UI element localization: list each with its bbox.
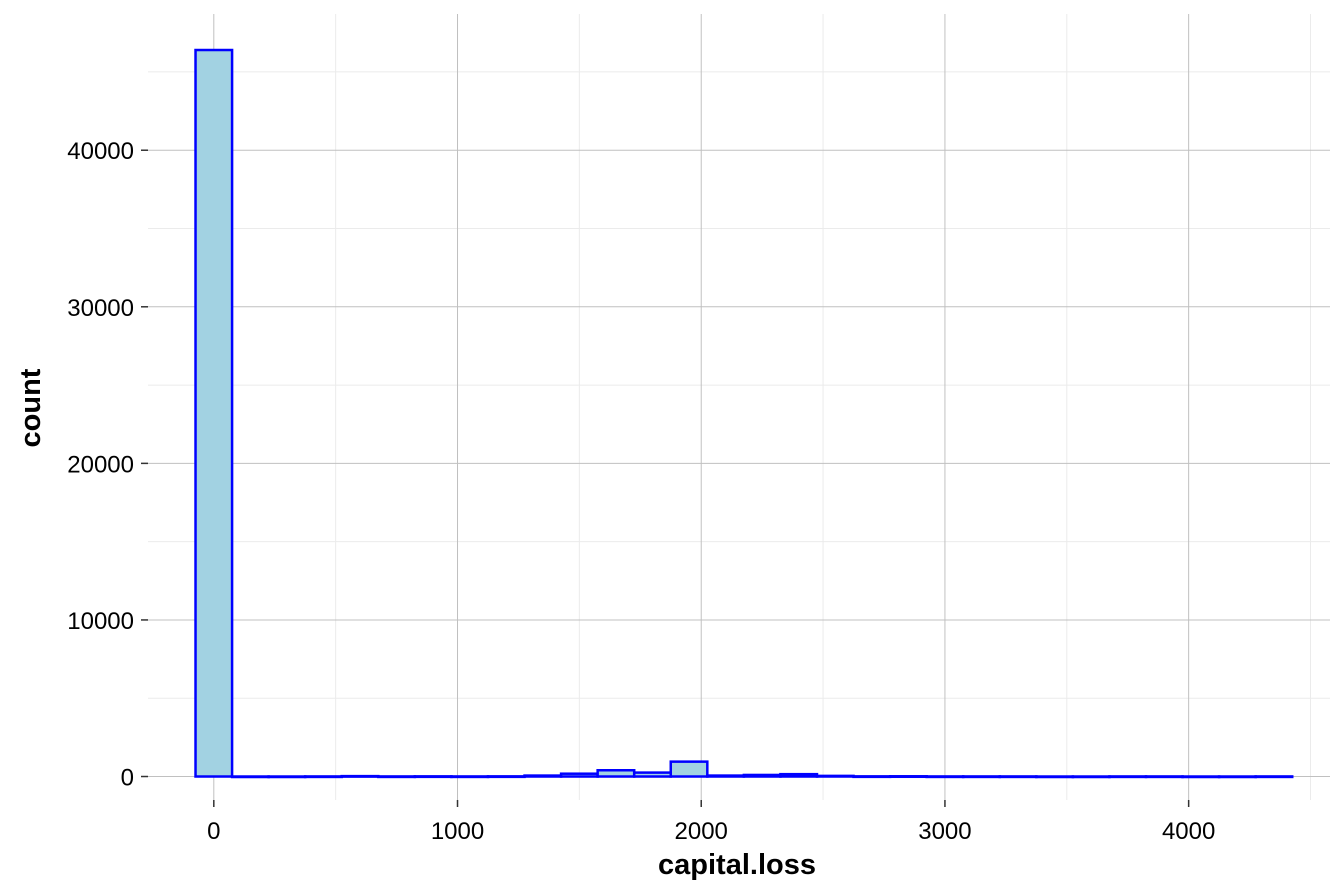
histogram-bar xyxy=(925,775,965,779)
histogram-bar xyxy=(669,760,709,778)
minor-gridlines xyxy=(148,14,1330,800)
histogram-bar xyxy=(706,774,746,778)
y-axis: 0 10000 20000 30000 40000 xyxy=(67,138,148,792)
x-axis: 0 1000 2000 3000 4000 xyxy=(207,800,1215,845)
histogram-bar xyxy=(413,775,453,779)
histogram-bar xyxy=(1144,775,1184,779)
x-tick-label: 4000 xyxy=(1162,818,1215,845)
x-tick-label: 1000 xyxy=(431,818,484,845)
histogram-bar xyxy=(852,775,892,779)
histogram-bar xyxy=(340,774,380,778)
histogram-bar xyxy=(559,772,599,778)
histogram-bar xyxy=(377,775,417,779)
major-gridlines xyxy=(148,14,1330,800)
y-tick-label: 30000 xyxy=(67,295,134,322)
x-tick-label: 0 xyxy=(207,818,220,845)
x-axis-title: capital.loss xyxy=(658,849,816,881)
y-tick-label: 0 xyxy=(121,765,134,792)
histogram-bar xyxy=(632,771,673,778)
histogram-bar xyxy=(1071,775,1111,779)
x-tick-label: 2000 xyxy=(675,818,728,845)
histogram-bar xyxy=(596,769,636,778)
x-tick-label: 3000 xyxy=(918,818,971,845)
histogram-bar xyxy=(230,775,270,779)
y-tick-label: 20000 xyxy=(67,451,134,478)
histogram-bar xyxy=(1181,775,1221,779)
y-tick-label: 40000 xyxy=(67,138,134,165)
histogram-bar xyxy=(1108,775,1148,779)
histogram-bar xyxy=(1035,775,1075,779)
histogram-bar xyxy=(267,775,307,779)
histogram-bar xyxy=(486,775,526,779)
histogram-bars xyxy=(194,48,1294,779)
y-tick-label: 10000 xyxy=(67,608,134,635)
histogram-bar xyxy=(815,774,855,778)
histogram-bar xyxy=(523,774,563,778)
histogram-bar xyxy=(998,775,1038,779)
histogram-bar xyxy=(1217,775,1257,779)
histogram-bar xyxy=(779,772,819,778)
histogram-bar xyxy=(194,48,234,778)
histogram-bar xyxy=(961,775,1002,779)
y-axis-title: count xyxy=(15,368,47,447)
histogram-bar xyxy=(888,775,928,779)
histogram-bar xyxy=(1254,775,1294,779)
histogram-bar xyxy=(742,773,782,778)
histogram-bar xyxy=(303,775,344,779)
histogram-bar xyxy=(450,775,490,779)
